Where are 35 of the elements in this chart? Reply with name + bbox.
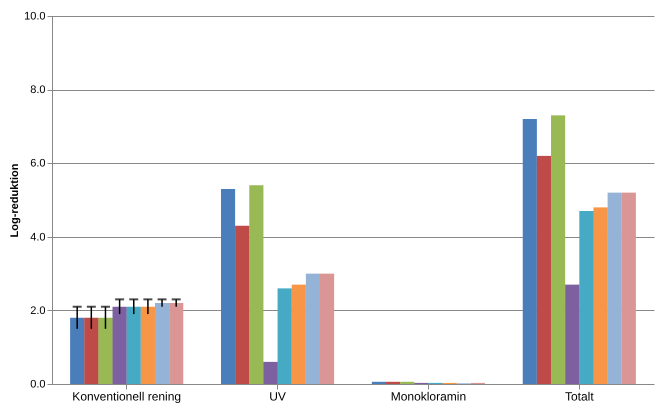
bar xyxy=(593,207,608,384)
bar xyxy=(84,318,98,384)
bar xyxy=(306,274,320,384)
y-tick-label: 10.0 xyxy=(24,10,46,22)
bar xyxy=(169,303,184,384)
bar xyxy=(263,362,278,384)
x-tick-label: Monokloramin xyxy=(390,390,466,404)
bar xyxy=(112,306,127,384)
bar xyxy=(565,284,580,384)
bar xyxy=(70,318,84,384)
y-tick-label: 8.0 xyxy=(30,84,46,96)
bar xyxy=(622,192,636,384)
bar xyxy=(522,119,537,384)
y-tick-label: 0.0 xyxy=(30,378,46,390)
y-tick-label: 4.0 xyxy=(30,231,46,244)
bar xyxy=(98,318,113,384)
x-tick-label: UV xyxy=(269,390,286,404)
bar xyxy=(608,192,622,384)
x-tick-label: Konventionell rening xyxy=(72,390,182,404)
bar xyxy=(249,185,264,384)
bar xyxy=(154,303,170,384)
bar xyxy=(551,115,566,384)
bar xyxy=(140,306,155,384)
y-axis-title: Log-reduktion xyxy=(9,163,22,238)
bar xyxy=(235,226,250,384)
bar xyxy=(579,211,594,384)
bar xyxy=(220,188,236,384)
bar xyxy=(126,306,141,384)
y-tick-label: 6.0 xyxy=(30,158,46,170)
bar xyxy=(278,288,292,384)
bar xyxy=(536,156,552,384)
y-tick-label: 2.0 xyxy=(30,304,46,317)
x-tick-label: Totalt xyxy=(564,390,594,404)
bar xyxy=(292,284,306,384)
bar xyxy=(320,274,334,384)
